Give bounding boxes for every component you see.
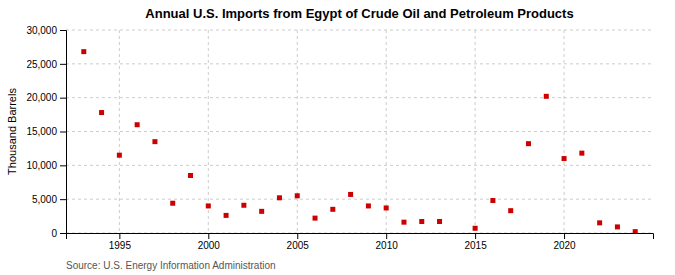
point — [152, 139, 157, 144]
tick-label: 20,000 — [26, 92, 57, 103]
grid-line — [66, 97, 653, 98]
tick-mark — [60, 132, 66, 133]
point — [490, 198, 495, 203]
grid-line — [564, 30, 565, 233]
grid-line — [66, 199, 653, 200]
tick: 2000 — [198, 233, 221, 251]
tick-label: 2000 — [198, 240, 221, 251]
grid-line — [297, 30, 298, 233]
tick: 0 — [51, 228, 66, 239]
tick-label: 0 — [51, 228, 57, 239]
tick-mark — [564, 233, 565, 239]
tick: 2010 — [376, 233, 399, 251]
point — [206, 203, 211, 208]
tick-mark — [60, 64, 66, 65]
point — [259, 209, 264, 214]
point — [419, 219, 424, 224]
grid-line — [66, 63, 653, 64]
grid-line — [208, 30, 209, 233]
point — [224, 213, 229, 218]
grid-line — [475, 30, 476, 233]
tick: 20,000 — [26, 92, 66, 103]
point — [135, 122, 140, 127]
grid-line — [66, 165, 653, 166]
tick-label: 2010 — [376, 240, 399, 251]
y-axis: 0 5,000 10,000 15,000 20,000 25,000 30,000 — [26, 25, 66, 239]
tick-mark — [60, 233, 66, 234]
tick: 15,000 — [26, 126, 66, 137]
tick: 25,000 — [26, 59, 66, 70]
tick-label: 2015 — [464, 240, 487, 251]
tick: 30,000 — [26, 25, 66, 36]
grid-line — [386, 30, 387, 233]
point — [348, 192, 353, 197]
point — [562, 156, 567, 161]
point — [241, 203, 246, 208]
point — [277, 195, 282, 200]
point — [633, 229, 638, 233]
axis-line — [67, 234, 654, 240]
plot: 1995 2000 2005 2010 2015 2020 0 5,000 10,000 15,0… — [26, 25, 653, 251]
point — [579, 151, 584, 156]
points — [81, 49, 637, 233]
point — [615, 224, 620, 229]
tick: 5,000 — [32, 194, 66, 205]
tick-mark — [60, 199, 66, 200]
tick-mark — [208, 233, 209, 239]
tick-mark — [297, 233, 298, 239]
point — [313, 216, 318, 221]
tick-mark — [60, 98, 66, 99]
tick-label: 30,000 — [26, 25, 57, 36]
point — [330, 207, 335, 212]
x-axis: 1995 2000 2005 2010 2015 2020 — [67, 233, 654, 251]
tick: 10,000 — [26, 160, 66, 171]
tick-label: 2005 — [287, 240, 310, 251]
title: Annual U.S. Imports from Egypt of Crude … — [145, 6, 573, 21]
axis-line — [60, 31, 67, 234]
point — [295, 193, 300, 198]
tick: 2015 — [464, 233, 487, 251]
point — [437, 219, 442, 224]
tick-label: 15,000 — [26, 126, 57, 137]
grid-line — [119, 30, 120, 233]
point — [544, 94, 549, 99]
grid — [66, 30, 653, 233]
chart: 1995 2000 2005 2010 2015 2020 0 5,000 10,000 15,0… — [0, 0, 675, 275]
point — [188, 173, 193, 178]
tick-label: 5,000 — [32, 194, 57, 205]
grid-line — [66, 30, 653, 31]
tick-mark — [119, 233, 120, 239]
point — [170, 201, 175, 206]
point — [117, 153, 122, 158]
tick: 1995 — [109, 233, 132, 251]
tick-mark — [386, 233, 387, 239]
tick-label: 10,000 — [26, 160, 57, 171]
point — [81, 49, 86, 54]
point — [366, 203, 371, 208]
tick-label: 25,000 — [26, 59, 57, 70]
point — [384, 205, 389, 210]
point — [597, 220, 602, 225]
tick-label: 2020 — [553, 240, 576, 251]
grid-line — [66, 131, 653, 132]
point — [526, 141, 531, 146]
point — [508, 208, 513, 213]
point — [99, 110, 104, 115]
point — [473, 226, 478, 231]
tick: 2020 — [553, 233, 576, 251]
point — [401, 220, 406, 225]
source: Source: U.S. Energy Information Administ… — [66, 260, 276, 271]
tick-mark — [60, 165, 66, 166]
y-axis-title: Thousand Barrels — [6, 88, 18, 175]
tick-mark — [475, 233, 476, 239]
tick-label: 1995 — [109, 240, 132, 251]
tick-mark — [60, 30, 66, 31]
tick: 2005 — [287, 233, 310, 251]
